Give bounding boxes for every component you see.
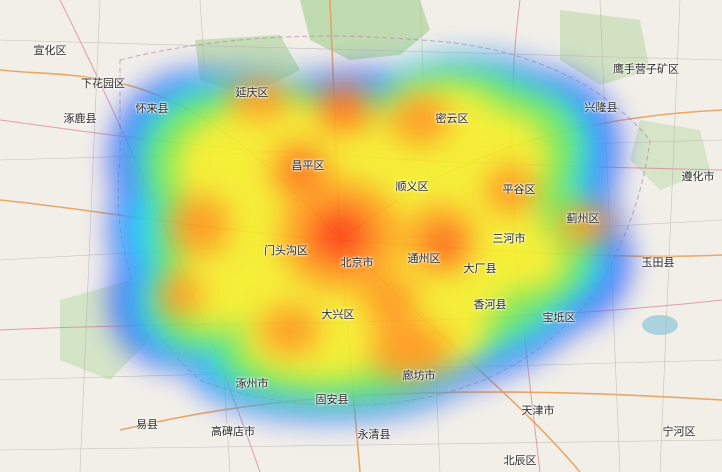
place-label: 延庆区 — [235, 86, 269, 99]
place-label: 玉田县 — [641, 256, 675, 269]
place-label: 昌平区 — [291, 159, 325, 172]
heat-blob — [433, 233, 457, 257]
place-label: 涿鹿县 — [63, 112, 97, 125]
place-label: 高碑店市 — [211, 425, 255, 438]
place-label: 宁河区 — [662, 425, 696, 438]
heat-blob — [362, 275, 418, 325]
heat-blob — [390, 95, 450, 145]
place-label: 兴隆县 — [584, 101, 618, 114]
place-label: 天津市 — [521, 404, 555, 417]
place-label: 宝坻区 — [542, 311, 576, 324]
place-label: 三河市 — [492, 232, 526, 245]
place-label: 怀来县 — [135, 102, 169, 115]
place-label: 宣化区 — [33, 44, 67, 57]
place-label: 北京市 — [340, 256, 374, 269]
heat-blob — [370, 320, 450, 380]
place-label: 平谷区 — [502, 183, 536, 196]
heat-blob — [560, 205, 610, 245]
place-label: 遵化市 — [681, 170, 715, 183]
place-label: 涿州市 — [235, 377, 269, 390]
place-label: 香河县 — [473, 298, 507, 311]
heat-blob — [330, 98, 354, 118]
place-label: 大厂县 — [463, 262, 497, 275]
place-label: 蓟州区 — [566, 212, 600, 225]
heat-blob — [170, 195, 230, 255]
place-label: 下花园区 — [81, 77, 125, 90]
place-label: 通州区 — [407, 252, 441, 265]
heat-blob — [495, 230, 565, 290]
place-label: 大兴区 — [321, 308, 355, 321]
heat-blob — [158, 273, 202, 317]
heat-blob — [230, 80, 290, 120]
place-label: 易县 — [136, 418, 158, 431]
heat-blob — [290, 162, 310, 182]
place-label: 固安县 — [315, 393, 349, 406]
place-label: 永清县 — [357, 428, 391, 441]
heat-blob — [314, 211, 366, 259]
place-label: 北辰区 — [503, 454, 537, 467]
heat-blob — [260, 305, 320, 355]
place-label: 廊坊市 — [402, 369, 436, 382]
place-label: 密云区 — [435, 112, 469, 125]
place-label: 顺义区 — [395, 180, 429, 193]
place-label: 门头沟区 — [264, 244, 308, 257]
heat-blob — [485, 165, 535, 215]
place-label: 鹰手营子矿区 — [613, 62, 679, 76]
